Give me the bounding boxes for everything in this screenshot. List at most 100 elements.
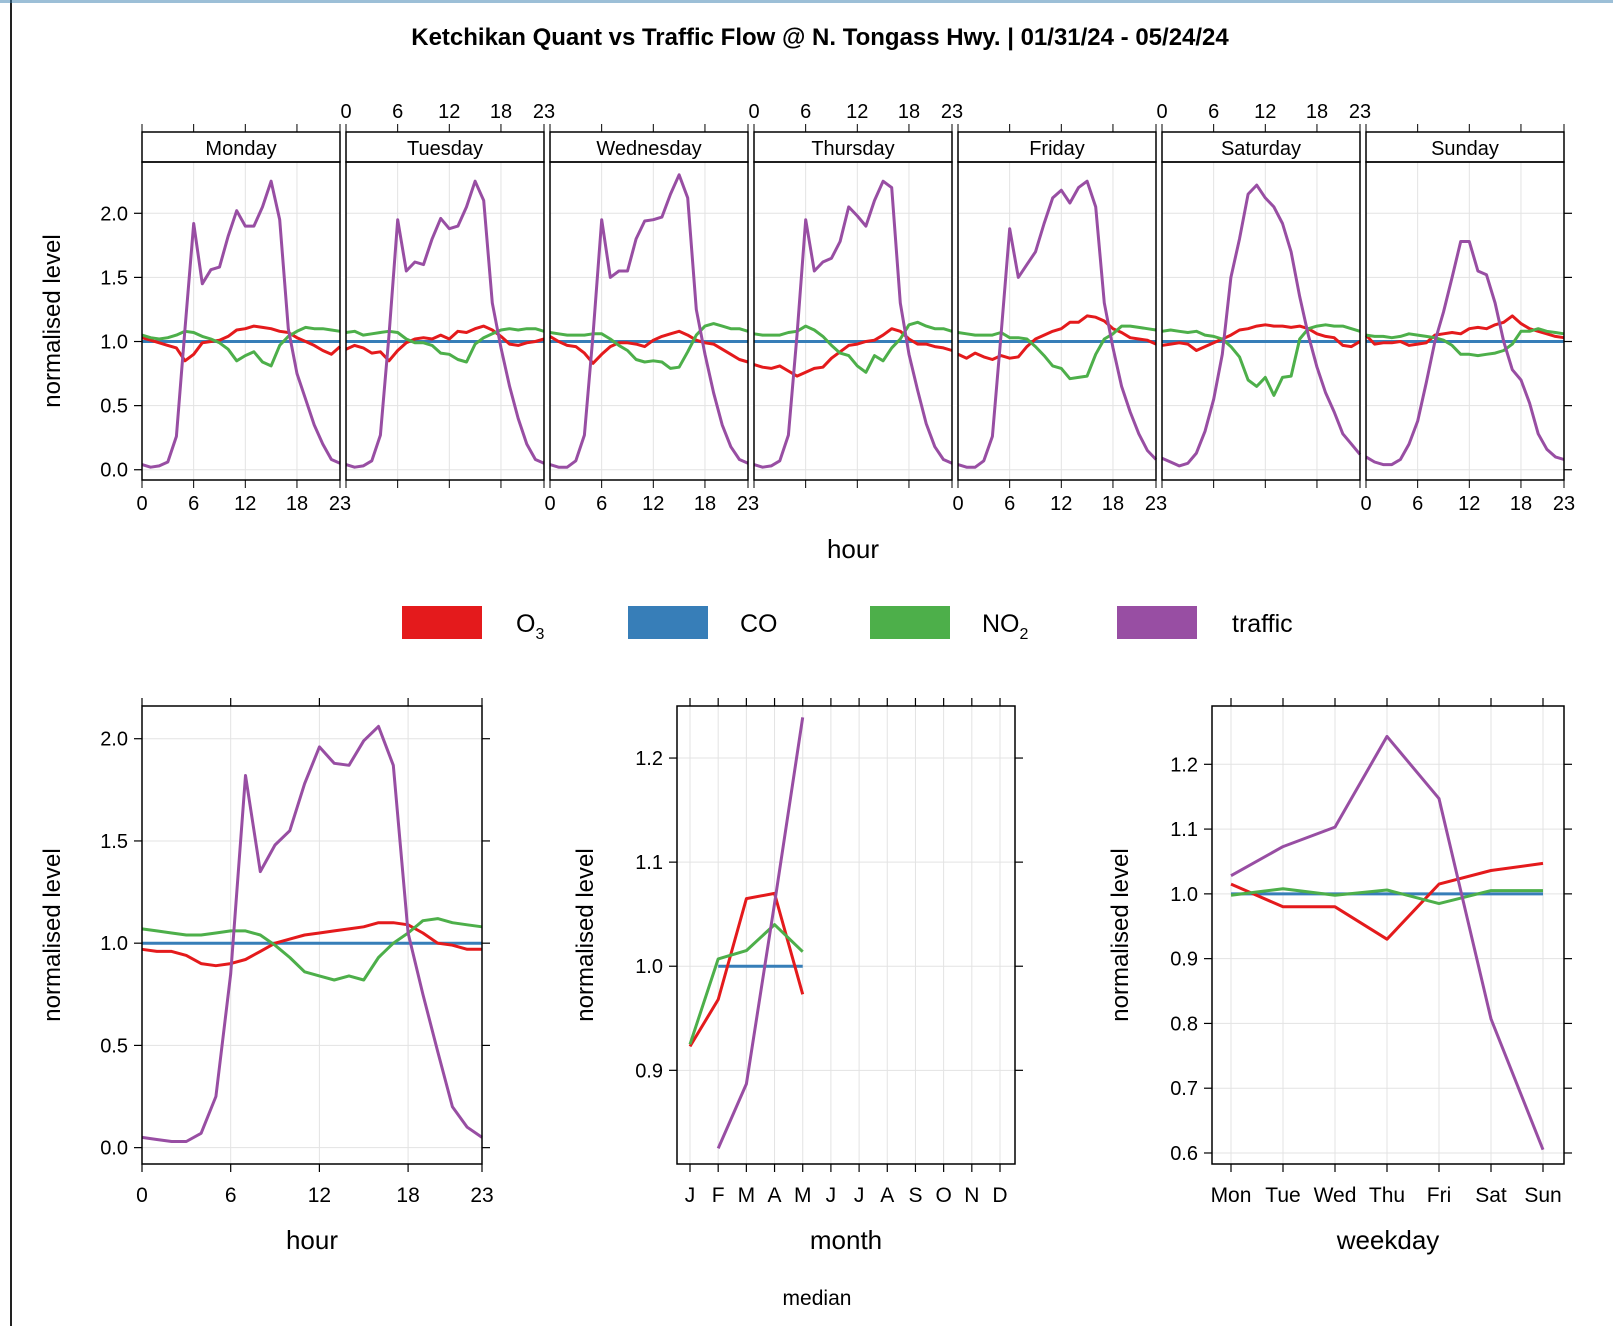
bottom-hour-no2-line bbox=[141, 917, 483, 982]
panel-strip bbox=[345, 131, 545, 163]
x-tick-label: 12 bbox=[438, 101, 460, 123]
legend-item-o3: O3 bbox=[402, 606, 544, 643]
x-tick-label: A bbox=[768, 1184, 782, 1207]
y-tick-label: 0.5 bbox=[100, 396, 128, 418]
x-tick-label: 18 bbox=[1102, 493, 1124, 515]
day-panel-friday: Friday 0 6 12 18 23 bbox=[952, 124, 1167, 515]
x-tick-label: 0 bbox=[136, 493, 147, 515]
x-tick-label: 6 bbox=[596, 493, 607, 515]
legend-swatch-o3 bbox=[402, 606, 482, 639]
panel-strip-label: Friday bbox=[1029, 138, 1085, 160]
y-tick-label: 1.2 bbox=[635, 748, 663, 770]
y-tick-label: 1.2 bbox=[1170, 754, 1198, 776]
day-panel-tuesday: Tuesday 0 6 12 18 23 bbox=[340, 101, 555, 488]
panel-strip bbox=[1365, 131, 1565, 163]
y-axis-label: normalised level bbox=[39, 848, 66, 1021]
x-tick-label: A bbox=[880, 1184, 894, 1207]
x-tick-label: 23 bbox=[533, 101, 555, 123]
legend-label-no2: NO2 bbox=[982, 610, 1029, 643]
bottom-hour-traffic-line bbox=[141, 724, 483, 1143]
panel-frame bbox=[549, 161, 749, 481]
legend-item-co: CO bbox=[628, 606, 778, 639]
x-axis-label: hour bbox=[286, 1225, 338, 1255]
x-tick-label: 12 bbox=[1458, 493, 1480, 515]
y-tick-label: 1.1 bbox=[1170, 819, 1198, 841]
panel-strip-label: Monday bbox=[205, 138, 276, 160]
x-tick-label: J bbox=[685, 1184, 696, 1207]
day-panel-saturday: Saturday 0 6 12 18 23 bbox=[1156, 101, 1371, 488]
x-tick-label: 23 bbox=[329, 493, 351, 515]
panel-frame bbox=[1365, 161, 1565, 481]
y-tick-label: 0.5 bbox=[100, 1035, 128, 1057]
panel-thursday-o3-line bbox=[753, 327, 953, 378]
x-tick-label: 12 bbox=[642, 493, 664, 515]
panel-strip-label: Sunday bbox=[1431, 138, 1499, 160]
x-tick-label: 6 bbox=[800, 101, 811, 123]
panel-strip-label: Saturday bbox=[1221, 138, 1301, 160]
bottom-month-traffic-line bbox=[716, 717, 805, 1150]
bottom-plot-weekday: Mon Tue Wed Thu Fri Sat Sun 0.6 0.7 0.8 0.9 1.0 1.1 1… bbox=[1107, 698, 1572, 1255]
legend-item-no2: NO2 bbox=[870, 606, 1029, 643]
legend-swatch-co bbox=[628, 606, 708, 639]
x-tick-label: 6 bbox=[392, 101, 403, 123]
panel-wednesday-traffic-line bbox=[549, 173, 749, 469]
plots: Monday 0 6 12 18 23 Tuesday 0 6 12 18 23 Wednesday 0 6… bbox=[39, 101, 1575, 1255]
bottom-plot-hour: 0 6 12 18 23 0.0 0.5 1.0 1.5 2.0 normalised level h… bbox=[39, 698, 494, 1255]
bottom-weekday-traffic-line bbox=[1230, 734, 1545, 1151]
panel-frame bbox=[957, 161, 1157, 481]
panel-monday-o3-line bbox=[141, 324, 342, 363]
x-tick-label: 0 bbox=[136, 1184, 148, 1207]
x-tick-label: 0 bbox=[340, 101, 351, 123]
legend-swatch-traffic bbox=[1117, 606, 1197, 639]
bottom-weekday-no2-line bbox=[1230, 887, 1543, 906]
panel-sunday-no2-line bbox=[1365, 327, 1565, 358]
x-tick-label: N bbox=[964, 1184, 979, 1207]
panel-monday-traffic-line bbox=[141, 179, 341, 469]
day-panel-thursday: Thursday 0 6 12 18 23 bbox=[748, 101, 963, 488]
panel-tuesday-traffic-line bbox=[345, 179, 545, 469]
panel-saturday-traffic-line bbox=[1161, 183, 1362, 468]
x-tick-label: 6 bbox=[1412, 493, 1423, 515]
panel-thursday-no2-line bbox=[753, 320, 953, 374]
x-tick-label: Wed bbox=[1314, 1184, 1357, 1207]
x-axis-label: hour bbox=[827, 534, 879, 564]
x-tick-label: J bbox=[854, 1184, 865, 1207]
legend-swatch-no2 bbox=[870, 606, 950, 639]
y-tick-label: 0.9 bbox=[635, 1060, 663, 1082]
x-tick-label: 6 bbox=[225, 1184, 237, 1207]
x-tick-label: J bbox=[826, 1184, 837, 1207]
panel-friday-no2-line bbox=[957, 324, 1157, 381]
legend-item-traffic: traffic bbox=[1117, 606, 1293, 639]
x-tick-label: D bbox=[992, 1184, 1007, 1207]
x-tick-label: Mon bbox=[1211, 1184, 1252, 1207]
panel-strip bbox=[141, 131, 341, 163]
x-tick-label: M bbox=[794, 1184, 812, 1207]
x-tick-label: 18 bbox=[694, 493, 716, 515]
panel-saturday-no2-line bbox=[1161, 323, 1361, 397]
x-tick-label: 0 bbox=[952, 493, 963, 515]
x-tick-label: S bbox=[908, 1184, 922, 1207]
y-tick-label: 1.5 bbox=[100, 831, 128, 853]
y-tick-label: 1.0 bbox=[100, 933, 128, 955]
panel-strip bbox=[1161, 131, 1361, 163]
day-panel-sunday: Sunday 0 6 12 18 23 bbox=[1360, 124, 1575, 515]
y-tick-label: 0.0 bbox=[100, 460, 128, 482]
x-tick-label: Sat bbox=[1475, 1184, 1507, 1207]
x-tick-label: 18 bbox=[1510, 493, 1532, 515]
x-tick-label: 12 bbox=[1050, 493, 1072, 515]
x-tick-label: 0 bbox=[1360, 493, 1371, 515]
y-tick-label: 0.7 bbox=[1170, 1078, 1198, 1100]
y-tick-label: 1.0 bbox=[100, 332, 128, 354]
x-tick-label: Fri bbox=[1427, 1184, 1452, 1207]
y-tick-label: 2.0 bbox=[100, 729, 128, 751]
top-header-strip bbox=[0, 0, 1613, 3]
panel-tuesday-o3-line bbox=[345, 324, 545, 363]
x-tick-label: 12 bbox=[846, 101, 868, 123]
x-axis-label: weekday bbox=[1336, 1225, 1440, 1255]
plot-frame bbox=[141, 705, 483, 1165]
x-tick-label: O bbox=[935, 1184, 951, 1207]
day-panel-wednesday: Wednesday 0 6 12 18 23 bbox=[544, 124, 759, 515]
x-tick-label: 6 bbox=[1004, 493, 1015, 515]
